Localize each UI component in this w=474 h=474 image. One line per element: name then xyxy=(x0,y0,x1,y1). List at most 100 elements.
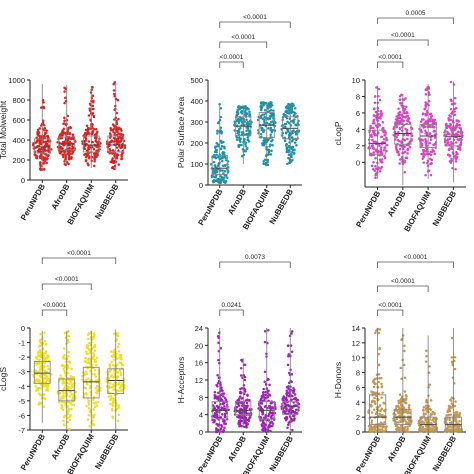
data-point xyxy=(290,411,294,414)
data-point xyxy=(264,405,267,408)
data-point xyxy=(224,180,228,183)
data-point xyxy=(377,87,381,91)
data-point xyxy=(370,133,373,137)
box xyxy=(58,378,76,402)
data-point xyxy=(399,398,402,402)
data-point xyxy=(215,404,219,408)
y-axis-label: cLogP xyxy=(333,121,343,145)
data-point xyxy=(263,340,267,344)
significance-bracket: 0.0073 xyxy=(219,254,291,268)
box xyxy=(33,361,51,384)
data-point xyxy=(404,156,408,159)
data-point xyxy=(213,164,217,167)
data-point xyxy=(112,89,116,92)
data-point xyxy=(62,347,66,350)
data-point xyxy=(450,356,454,359)
data-point xyxy=(213,401,217,405)
data-point xyxy=(290,372,294,376)
data-point xyxy=(68,152,72,156)
data-point xyxy=(108,141,111,144)
data-point xyxy=(43,159,47,163)
data-point xyxy=(399,419,402,422)
data-point xyxy=(46,365,49,368)
data-point xyxy=(286,110,289,113)
data-point xyxy=(115,122,119,126)
data-point xyxy=(405,395,408,398)
data-point xyxy=(402,133,406,136)
data-point xyxy=(292,120,295,124)
y-tick-label: 2 xyxy=(356,142,360,151)
data-point xyxy=(449,107,453,111)
data-point xyxy=(454,160,458,163)
data-point xyxy=(93,405,97,409)
data-point xyxy=(286,120,289,123)
category-label: PeruNPDB xyxy=(19,432,47,472)
data-point xyxy=(213,412,217,415)
data-point xyxy=(431,148,434,151)
data-point xyxy=(70,382,74,386)
data-point xyxy=(371,399,374,403)
data-point xyxy=(84,350,88,353)
data-point xyxy=(262,387,265,391)
data-point xyxy=(44,352,47,355)
data-point xyxy=(424,360,428,363)
data-point xyxy=(380,385,384,388)
data-point xyxy=(403,418,406,422)
data-point xyxy=(47,367,50,371)
data-point xyxy=(292,391,295,395)
data-point xyxy=(67,355,70,358)
data-point xyxy=(35,136,38,140)
data-point xyxy=(428,93,431,96)
data-point xyxy=(403,150,407,153)
data-point xyxy=(399,400,402,404)
data-point xyxy=(372,114,376,117)
box xyxy=(235,401,252,416)
data-point xyxy=(120,137,124,140)
data-point xyxy=(240,404,244,407)
data-point xyxy=(288,117,292,120)
data-point xyxy=(371,122,375,125)
data-point xyxy=(39,338,42,342)
data-point xyxy=(109,402,112,406)
data-point xyxy=(429,173,433,177)
data-point xyxy=(223,420,226,424)
data-point xyxy=(68,382,71,385)
data-point xyxy=(114,365,118,368)
data-point xyxy=(395,420,399,424)
data-point xyxy=(70,367,73,371)
data-point xyxy=(39,106,43,109)
data-point xyxy=(240,424,243,428)
data-point xyxy=(447,132,450,135)
data-point xyxy=(63,163,67,166)
data-point xyxy=(37,131,41,134)
category-label: NuBBEDB xyxy=(268,434,295,473)
data-point xyxy=(382,429,385,433)
data-point xyxy=(269,108,273,112)
data-point xyxy=(35,156,38,160)
data-point xyxy=(245,401,249,405)
data-point xyxy=(458,123,461,127)
data-point xyxy=(87,413,90,417)
data-point xyxy=(450,157,453,161)
category-label: AfroDB xyxy=(226,434,248,463)
data-point xyxy=(287,423,290,427)
data-point xyxy=(223,405,226,408)
y-tick-label: 14 xyxy=(352,324,360,333)
data-point xyxy=(448,418,451,422)
data-point xyxy=(380,161,384,164)
y-tick-label: 300 xyxy=(190,118,203,127)
data-point xyxy=(67,400,71,404)
data-point xyxy=(372,119,375,123)
data-point xyxy=(85,405,88,408)
data-point xyxy=(384,429,388,432)
data-point xyxy=(92,415,95,418)
data-point xyxy=(119,373,123,377)
data-point xyxy=(450,103,454,106)
data-point xyxy=(66,409,70,413)
data-point xyxy=(92,423,96,426)
data-point xyxy=(395,429,399,432)
data-point xyxy=(421,425,425,429)
data-point xyxy=(408,146,412,149)
data-point xyxy=(422,161,426,164)
data-point xyxy=(111,375,115,379)
